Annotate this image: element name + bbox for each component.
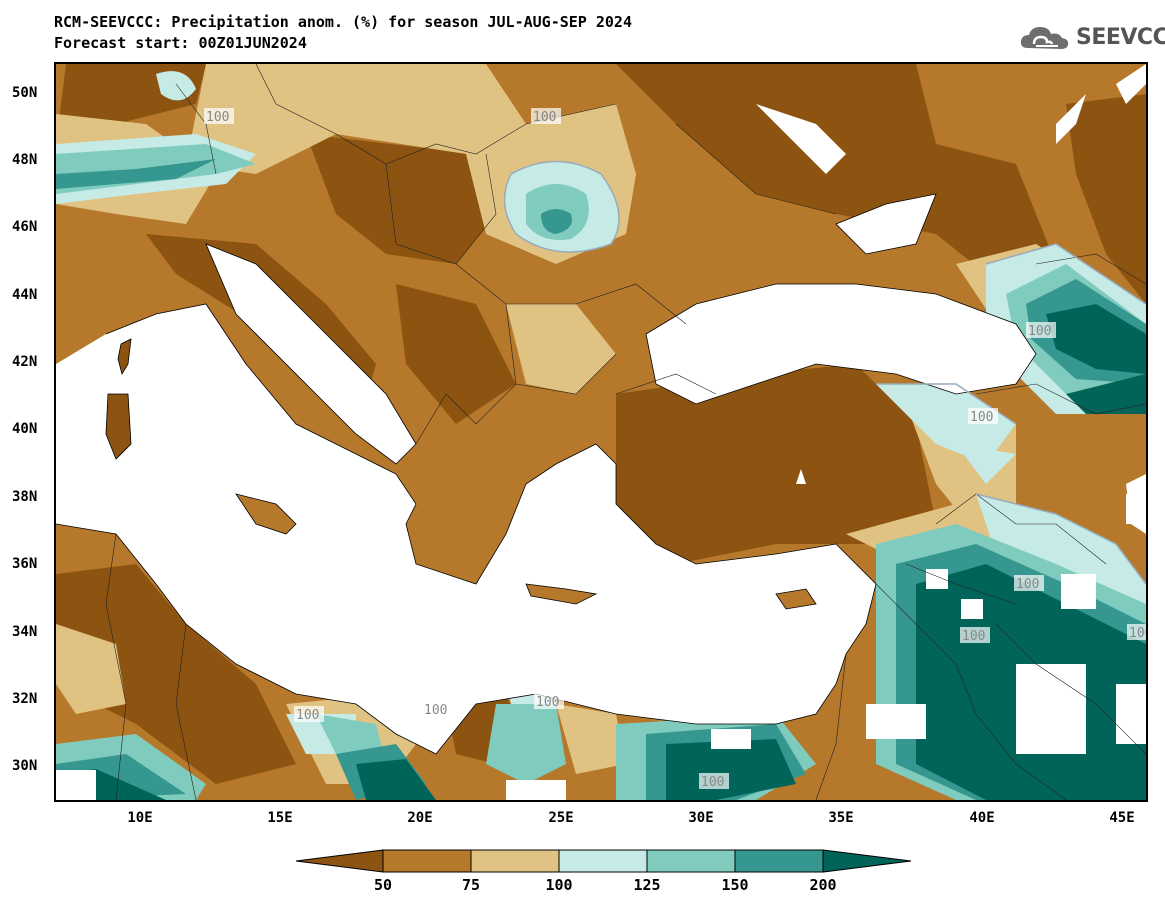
lat-tick-label: 38N — [12, 489, 38, 505]
contour-label: 100 — [424, 703, 447, 718]
contour-label-bg — [294, 706, 324, 722]
lat-tick-label: 44N — [12, 287, 38, 303]
lat-tick-label: 40N — [12, 421, 38, 437]
colorbar-segment — [646, 849, 736, 873]
contour-label: 100 — [1129, 626, 1146, 641]
coastlines — [56, 193, 1037, 755]
lat-tick-label: 48N — [12, 152, 38, 168]
contour-label-bg — [1127, 624, 1146, 640]
colorbar — [296, 849, 912, 873]
lat-tick-label: 36N — [12, 556, 38, 572]
seevccc-logo: SEEVCCC — [1018, 22, 1165, 52]
contour-label: 100 — [296, 708, 319, 723]
lon-tick-label: 10E — [127, 810, 153, 826]
lon-tick-label: 45E — [1109, 810, 1135, 826]
chart-title: RCM-SEEVCCC: Precipitation anom. (%) for… — [54, 13, 632, 31]
colorbar-label: 100 — [545, 876, 573, 894]
contour-label-bg — [422, 701, 452, 717]
colorbar-label: 125 — [633, 876, 661, 894]
contour-label: 100 — [1028, 324, 1051, 339]
colorbar-below-triangle — [296, 849, 384, 873]
title-block: RCM-SEEVCCC: Precipitation anom. (%) for… — [54, 12, 632, 54]
sea-areas — [56, 64, 1146, 800]
colorbar-segment — [470, 849, 560, 873]
contour-label: 100 — [970, 410, 993, 425]
lon-tick-label: 20E — [407, 810, 433, 826]
lon-tick-label: 35E — [828, 810, 854, 826]
colorbar-label: 50 — [373, 876, 393, 894]
contour-label-bg — [960, 627, 990, 643]
contour-label: 100 — [533, 110, 556, 125]
lon-tick-label: 15E — [267, 810, 293, 826]
lat-tick-label: 46N — [12, 219, 38, 235]
contour-label-bg — [531, 108, 561, 124]
cloud-logo-icon — [1020, 27, 1069, 49]
precipitation-anomaly-map — [56, 64, 1146, 800]
contour-label-bg — [699, 773, 729, 789]
lat-tick-label: 32N — [12, 691, 38, 707]
colorbar-label: 75 — [461, 876, 481, 894]
colorbar-segment — [558, 849, 648, 873]
contour-label-bg — [968, 408, 998, 424]
islands — [105, 338, 817, 610]
contour-label-bg — [1026, 322, 1056, 338]
contour-label-bg — [1014, 575, 1044, 591]
contour-label-bg — [204, 108, 234, 124]
colorbar-label: 200 — [809, 876, 837, 894]
contour-label: 100 — [206, 110, 229, 125]
lon-tick-label: 40E — [969, 810, 995, 826]
map-frame: 100 100 100 100 100 100 100 100 100 100 100 — [54, 62, 1148, 802]
contour-label-bg — [534, 693, 564, 709]
colorbar-segment — [382, 849, 472, 873]
lat-tick-label: 30N — [12, 758, 38, 774]
contour-label: 100 — [1016, 577, 1039, 592]
contour-label: 100 — [962, 629, 985, 644]
forecast-start: Forecast start: 00Z01JUN2024 — [54, 34, 307, 52]
colorbar-above-triangle — [822, 849, 912, 873]
lon-tick-label: 25E — [548, 810, 574, 826]
logo-text: SEEVCCC — [1076, 24, 1165, 50]
lat-tick-label: 34N — [12, 624, 38, 640]
lat-tick-label: 50N — [12, 85, 38, 101]
lon-tick-label: 30E — [688, 810, 714, 826]
colorbar-segment — [734, 849, 824, 873]
colorbar-label: 150 — [721, 876, 749, 894]
lat-tick-label: 42N — [12, 354, 38, 370]
contour-label: 100 — [701, 775, 724, 790]
contour-label-layer: 100 100 100 100 100 100 100 100 100 100 100 — [204, 108, 1146, 790]
contour-label: 100 — [536, 695, 559, 710]
